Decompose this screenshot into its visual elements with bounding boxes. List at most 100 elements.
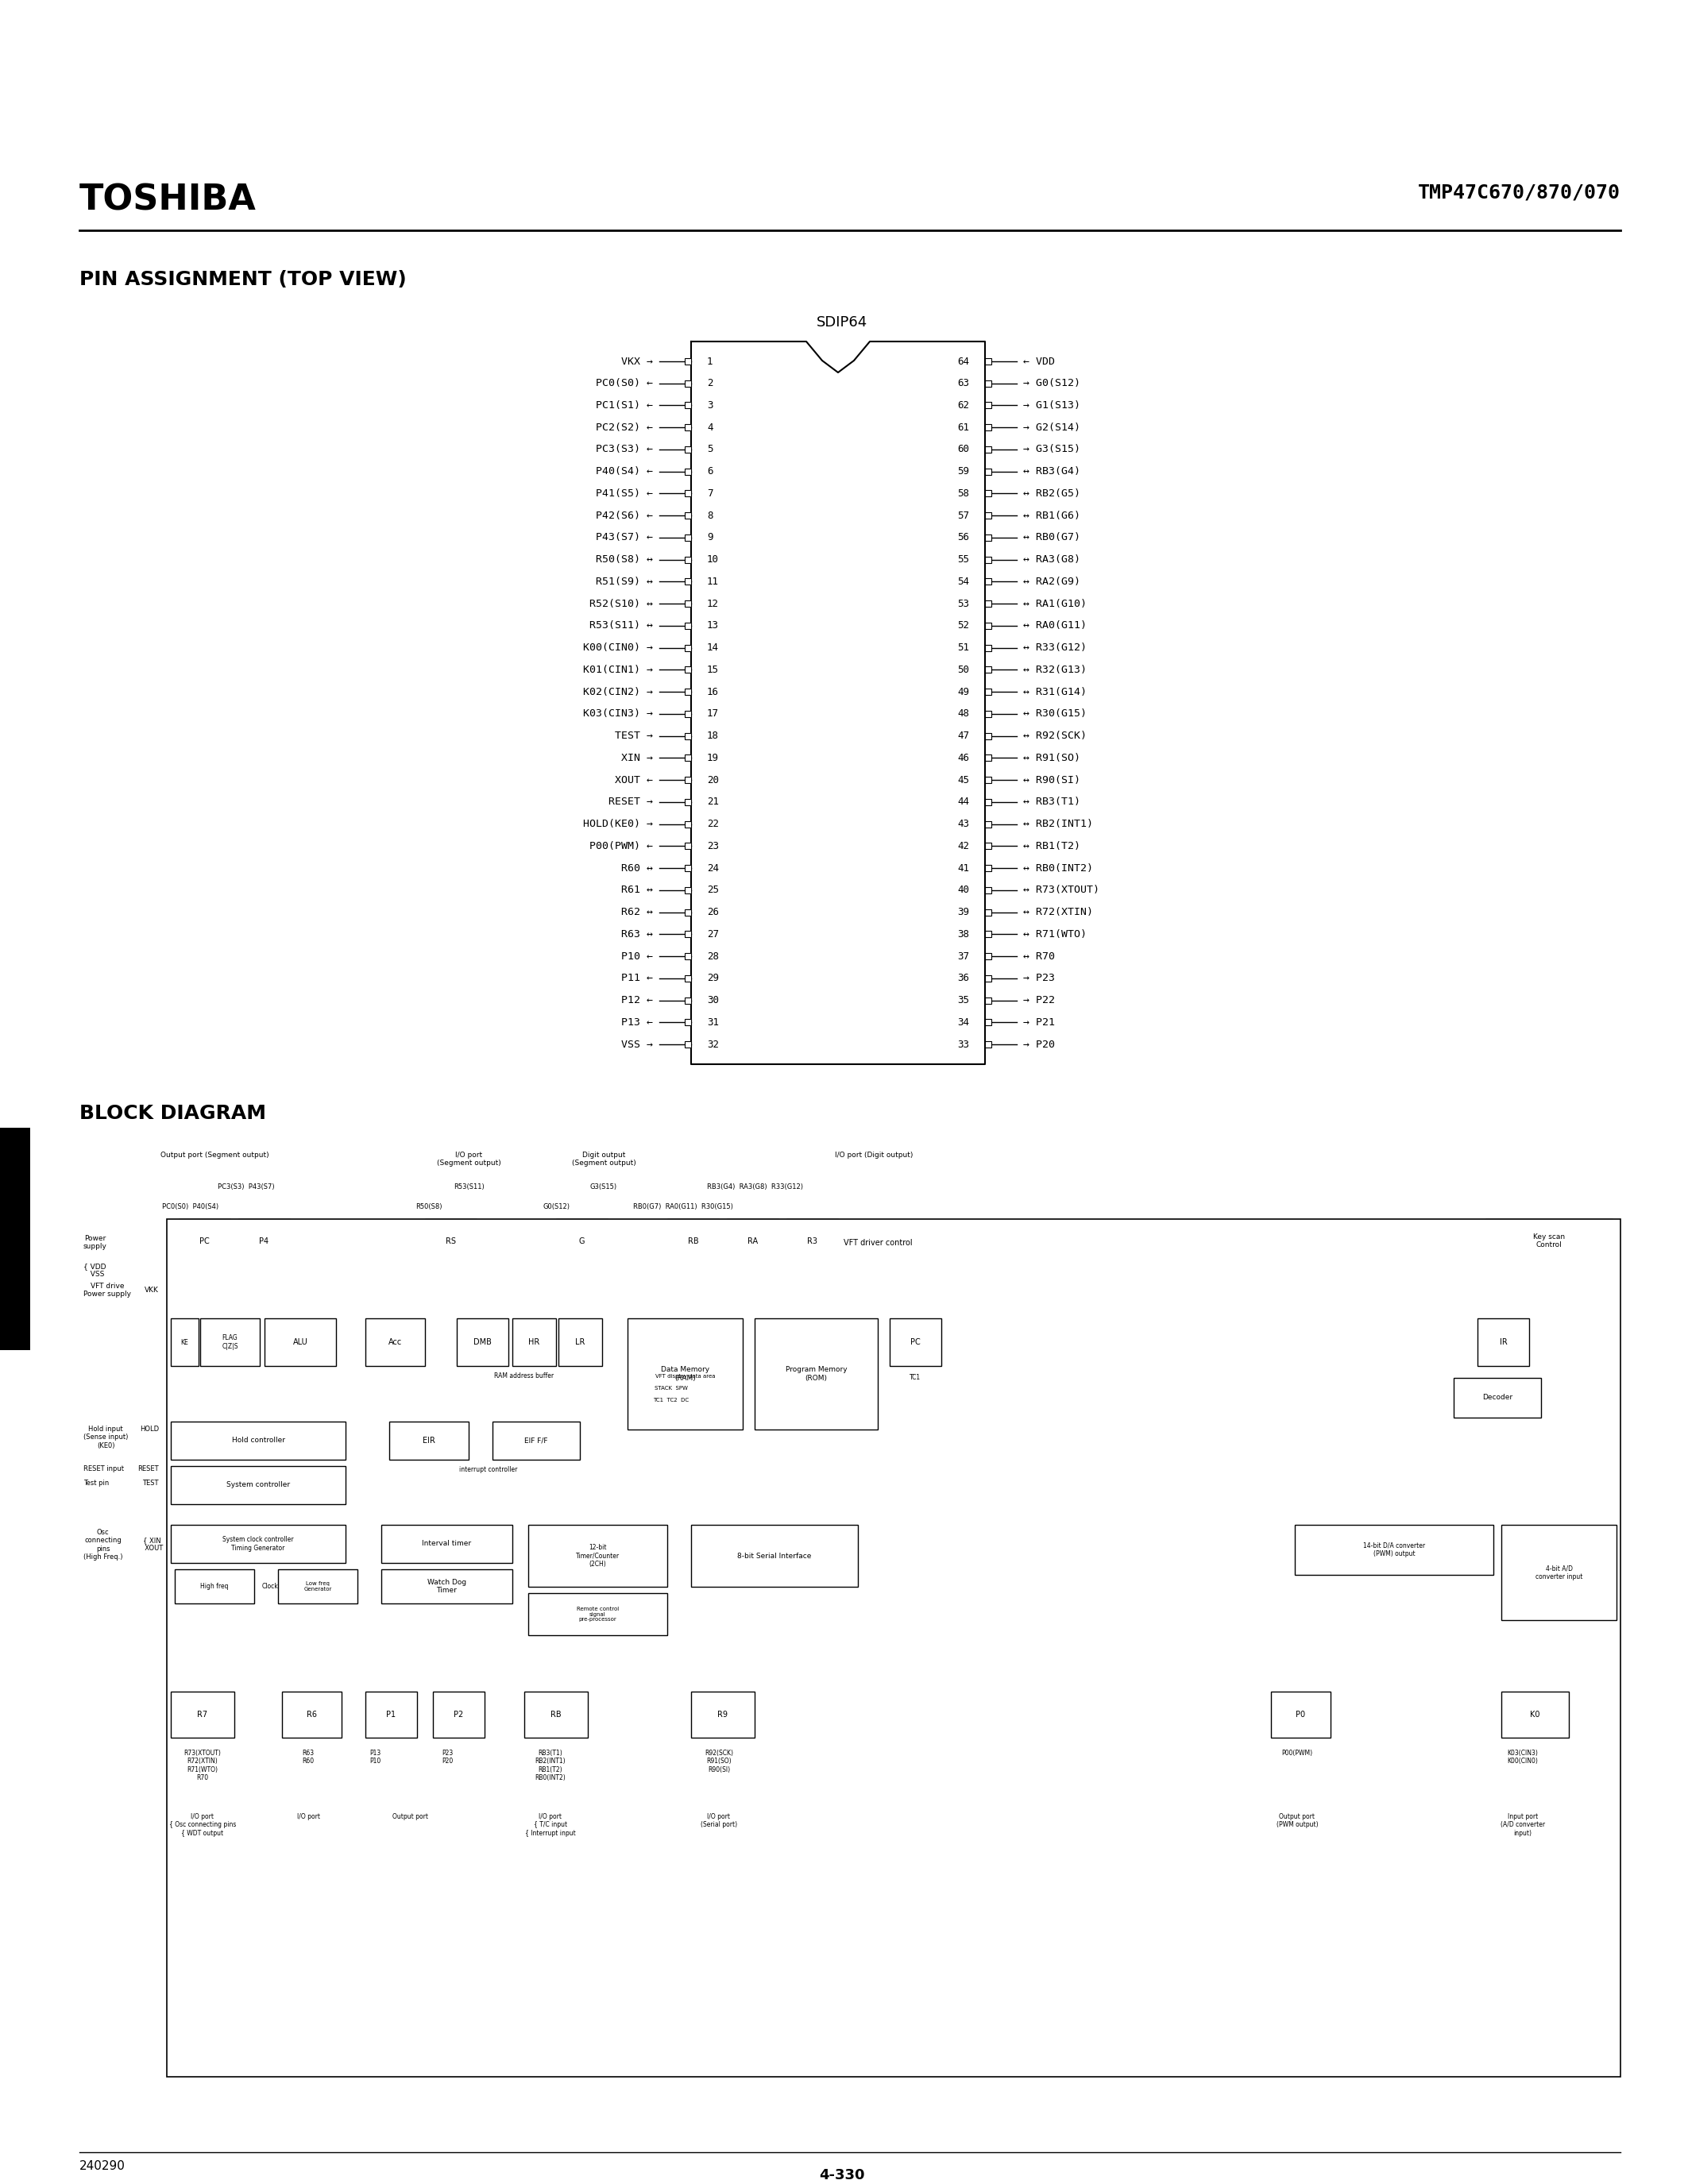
Text: High freq: High freq [201,1583,228,1590]
Text: EIR: EIR [422,1437,436,1444]
Text: Power
supply: Power supply [83,1234,106,1251]
Bar [986,998,991,1002]
Text: R73(XTOUT)
R72(XTIN)
R71(WTO)
R70: R73(XTOUT) R72(XTIN) R71(WTO) R70 [184,1749,221,1782]
Text: VKK: VKK [145,1286,159,1293]
Bar [167,1219,1620,2077]
Bar [986,666,991,673]
Text: ↔ R92(SCK): ↔ R92(SCK) [1023,732,1087,740]
Text: I/O port: I/O port [297,1813,319,1819]
Text: RESET input: RESET input [83,1465,123,1472]
Text: 19: 19 [707,753,719,762]
Text: HR: HR [528,1339,540,1345]
Bar [690,1693,755,1738]
Bar [986,622,991,629]
Bar [685,380,690,387]
Bar [390,1422,469,1459]
Text: PIN ASSIGNMENT (TOP VIEW): PIN ASSIGNMENT (TOP VIEW) [79,271,407,288]
Text: 15: 15 [707,664,719,675]
Text: XOUT ←: XOUT ← [614,775,653,784]
Text: ↔ RA1(G10): ↔ RA1(G10) [1023,598,1087,609]
Bar [685,974,690,981]
Bar [238,1219,290,1262]
Bar [685,909,690,915]
Bar [628,1319,743,1431]
Text: Remote control
signal
pre-processor: Remote control signal pre-processor [577,1605,619,1623]
Bar [685,1042,690,1048]
Bar [493,1422,581,1459]
Bar [986,887,991,893]
Text: → P21: → P21 [1023,1018,1055,1026]
Text: R60 ↔: R60 ↔ [621,863,653,874]
Bar [986,799,991,806]
Text: TMP47C670/870/070: TMP47C670/870/070 [1418,183,1620,201]
Bar [685,579,690,585]
Text: 33: 33 [957,1040,969,1051]
Text: I/O port
{ Osc connecting pins
{ WDT output: I/O port { Osc connecting pins { WDT out… [169,1813,236,1837]
Text: K0: K0 [1529,1710,1539,1719]
Bar [787,1219,837,1262]
Bar [986,710,991,716]
Text: 12: 12 [707,598,719,609]
Text: 8: 8 [707,511,712,520]
Text: 11: 11 [707,577,719,587]
Text: P12 ←: P12 ← [621,996,653,1005]
Bar [986,601,991,607]
Bar [685,446,690,452]
Bar [685,799,690,806]
Text: → G1(S13): → G1(S13) [1023,400,1080,411]
Text: PC0(S0) ←: PC0(S0) ← [596,378,653,389]
Text: LR: LR [576,1339,586,1345]
Text: P13 ←: P13 ← [621,1018,653,1026]
Text: 37: 37 [957,950,969,961]
Bar [170,1319,199,1365]
Bar [170,1524,346,1564]
Text: 38: 38 [957,928,969,939]
Bar [381,1570,513,1603]
Text: R52(S10) ↔: R52(S10) ↔ [589,598,653,609]
Text: 31: 31 [707,1018,719,1026]
Text: P40(S4) ←: P40(S4) ← [596,467,653,476]
Text: I/O port
(Segment output): I/O port (Segment output) [437,1151,501,1166]
Bar [381,1524,513,1564]
Bar [986,380,991,387]
Text: 27: 27 [707,928,719,939]
Bar [685,491,690,496]
Bar [685,644,690,651]
Bar [685,756,690,760]
Text: 40: 40 [957,885,969,895]
Text: K00(CIN0) →: K00(CIN0) → [582,642,653,653]
Text: R53(S11): R53(S11) [454,1184,484,1190]
Text: R50(S8) ↔: R50(S8) ↔ [596,555,653,566]
Text: System controller: System controller [226,1481,290,1489]
Bar [986,358,991,365]
Text: ← VDD: ← VDD [1023,356,1055,367]
Text: interrupt controller: interrupt controller [459,1465,518,1474]
Text: I/O port (Digit output): I/O port (Digit output) [834,1151,913,1160]
Text: Acc: Acc [388,1339,402,1345]
Text: 26: 26 [707,906,719,917]
Text: ↔ R30(G15): ↔ R30(G15) [1023,708,1087,719]
Text: 51: 51 [957,642,969,653]
Bar [265,1319,336,1365]
Bar [986,402,991,408]
Text: ↔ RB1(T2): ↔ RB1(T2) [1023,841,1080,852]
Text: FLAG
C|Z|S: FLAG C|Z|S [221,1334,238,1350]
Text: R63
R60: R63 R60 [302,1749,314,1765]
Text: Low freq
Generator: Low freq Generator [304,1581,333,1592]
Text: P1: P1 [387,1710,397,1719]
Bar [329,1223,1426,1262]
Text: 4: 4 [707,422,712,432]
Text: ↔ R71(WTO): ↔ R71(WTO) [1023,928,1087,939]
Bar [525,1693,587,1738]
Text: 46: 46 [957,753,969,762]
Bar [1295,1524,1494,1575]
Bar [986,467,991,474]
Text: P00(PWM) ←: P00(PWM) ← [589,841,653,852]
Text: RB0(G7)  RA0(G11)  R30(G15): RB0(G7) RA0(G11) R30(G15) [633,1203,733,1210]
Text: ↔ R90(SI): ↔ R90(SI) [1023,775,1080,784]
Text: Interval timer: Interval timer [422,1540,471,1548]
Bar [685,998,690,1002]
Text: P13
P10: P13 P10 [370,1749,380,1765]
Text: → G3(S15): → G3(S15) [1023,443,1080,454]
Bar [986,535,991,542]
